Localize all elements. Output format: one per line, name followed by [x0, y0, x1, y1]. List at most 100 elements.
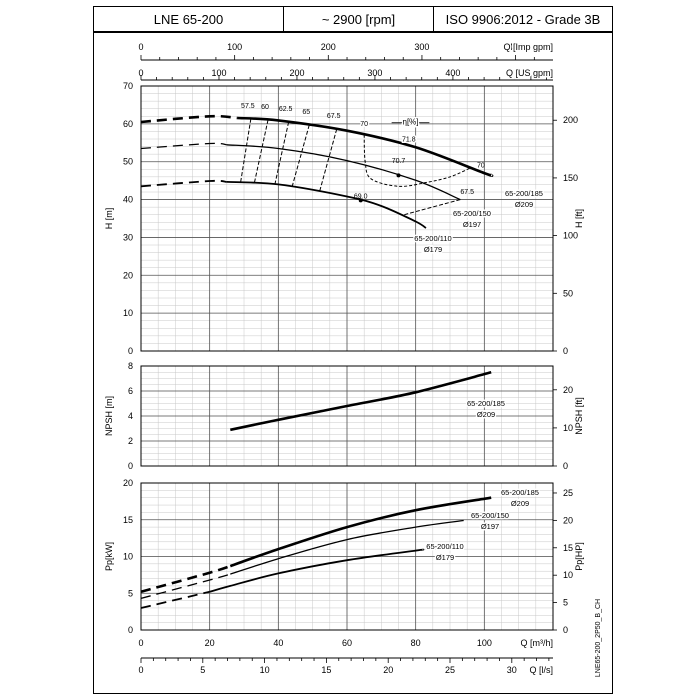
plot-border	[140, 365, 554, 467]
efficiency-label: 71.8	[402, 136, 416, 143]
y-tick-label: 20	[123, 270, 133, 280]
right-axis-label: H [ft]	[574, 209, 584, 228]
iso-efficiency-loop	[363, 134, 471, 187]
ls-tick-label: 15	[321, 665, 331, 675]
iso-efficiency-line	[319, 129, 338, 192]
efficiency-label: 57.5	[241, 103, 255, 110]
right-tick-label: 200	[563, 115, 578, 125]
test-standard: ISO 9906:2012 - Grade 3B	[445, 11, 601, 27]
curve-dashed	[140, 590, 210, 609]
series-label: 65-200/150	[453, 209, 491, 218]
y-axis-label: H [m]	[104, 208, 114, 230]
curve-dashed	[140, 573, 231, 600]
us-gpm-tick-label: 300	[367, 68, 382, 78]
y-tick-label: 50	[123, 157, 133, 167]
right-tick-label: 150	[563, 173, 578, 183]
us-gpm-tick-label: 200	[289, 68, 304, 78]
right-tick-label: 0	[563, 625, 568, 635]
series-label: 65-200/185	[501, 488, 539, 497]
ls-tick-label: 10	[260, 665, 270, 675]
series-label: 65-200/150	[471, 511, 509, 520]
title-block: LNE 65-200 ~ 2900 [rpm] ISO 9906:2012 - …	[93, 6, 613, 32]
series-65-200/150	[140, 142, 461, 201]
curve-line	[230, 519, 464, 575]
series-65-200/150	[140, 519, 464, 600]
best-efficiency-point	[396, 173, 401, 178]
rotation-speed: ~ 2900 [rpm]	[284, 7, 434, 31]
plot-border	[140, 482, 554, 631]
us-gpm-tick-label: 0	[138, 68, 143, 78]
series-65-200/110	[140, 179, 427, 229]
series-65-200/185	[140, 496, 492, 594]
y-axis-label: Pp[kW]	[104, 542, 114, 571]
series-label: 65-200/110	[414, 234, 451, 243]
right-tick-label: 50	[563, 288, 573, 298]
series-diameter-label: Ø209	[477, 410, 495, 419]
ls-tick-label: 30	[507, 665, 517, 675]
series-diameter-label: Ø179	[424, 245, 442, 254]
series-label: 65-200/185	[505, 189, 543, 198]
iso-efficiency-line	[274, 121, 290, 185]
efficiency-label: 70	[477, 162, 485, 169]
us-gpm-tick-label: 100	[211, 68, 226, 78]
ls-tick-label: 5	[200, 665, 205, 675]
y-tick-label: 10	[123, 552, 133, 562]
efficiency-label: 70.7	[392, 158, 406, 165]
efficiency-label: 60	[261, 104, 269, 111]
efficiency-label: 70	[360, 121, 368, 128]
imp-gpm-axis-label: Q [Imp gpm]	[503, 42, 553, 52]
chart-frame	[93, 32, 613, 694]
right-tick-label: 5	[563, 598, 568, 608]
series-diameter-label: Ø209	[515, 200, 533, 209]
imp-gpm-tick-label: 100	[227, 42, 242, 52]
right-tick-label: 100	[563, 231, 578, 241]
y-tick-label: 0	[128, 346, 133, 356]
drawing-code: LNE65-200_2P50_B_CH	[595, 599, 602, 677]
y-tick-label: 15	[123, 515, 133, 525]
iso-efficiency-line	[291, 124, 310, 187]
ls-tick-label: 0	[138, 665, 143, 675]
x-tick-label: 100	[477, 638, 492, 648]
curve-line	[230, 371, 492, 432]
right-axis-label: NPSH [ft]	[574, 397, 584, 435]
efficiency-label: 65	[302, 109, 310, 116]
y-tick-label: 2	[128, 436, 133, 446]
efficiency-label: 62.5	[279, 106, 293, 113]
pump-model: LNE 65-200	[94, 7, 284, 31]
right-tick-label: 20	[563, 385, 573, 395]
series-diameter-label: Ø197	[481, 522, 499, 531]
best-efficiency-point	[358, 198, 363, 203]
curve-line	[229, 496, 492, 568]
efficiency-axis-label: η[%]	[403, 118, 419, 127]
y-axis-label: NPSH [m]	[104, 396, 114, 436]
us-gpm-tick-label: 400	[445, 68, 460, 78]
y-tick-label: 20	[123, 478, 133, 488]
right-tick-label: 0	[563, 346, 568, 356]
right-axis-label: Pp[HP]	[574, 542, 584, 571]
series-65-200/185	[140, 114, 494, 177]
curve-dashed	[140, 564, 231, 594]
curve-line	[209, 548, 425, 593]
x-tick-label: 80	[411, 638, 421, 648]
right-tick-label: 15	[563, 543, 573, 553]
y-tick-label: 4	[128, 411, 133, 421]
curve-line	[226, 144, 461, 201]
efficiency-label: 67.5	[327, 113, 341, 120]
y-tick-label: 60	[123, 119, 133, 129]
imp-gpm-tick-label: 200	[321, 42, 336, 52]
imp-gpm-tick-label: 0	[138, 42, 143, 52]
curve-dashed	[140, 114, 238, 124]
ls-axis-label: Q [l/s]	[529, 665, 553, 675]
series-label: 65-200/185	[467, 399, 505, 408]
iso-efficiency-line	[240, 118, 252, 183]
curve-dashed	[140, 142, 227, 150]
plot-border	[140, 85, 554, 352]
y-tick-label: 30	[123, 232, 133, 242]
y-tick-label: 8	[128, 361, 133, 371]
efficiency-label: 69.0	[354, 193, 368, 200]
curve-line	[226, 181, 427, 229]
series-diameter-label: Ø209	[511, 499, 529, 508]
x-tick-label: 40	[273, 638, 283, 648]
right-tick-label: 10	[563, 570, 573, 580]
